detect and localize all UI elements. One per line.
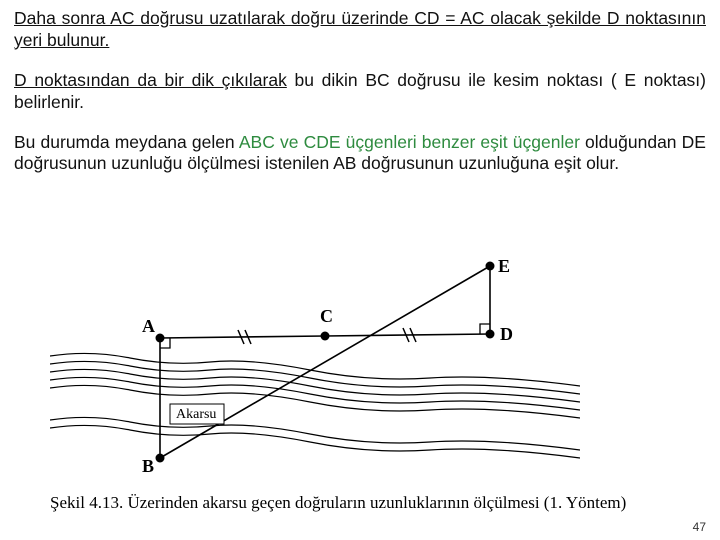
page-number: 47 [693, 520, 706, 534]
point-e-label: E [498, 258, 510, 276]
point-b-label: B [142, 456, 154, 476]
paragraph-3b: ABC ve CDE üçgenleri benzer eşit üçgenle… [239, 132, 580, 152]
point-c-label: C [320, 306, 333, 326]
paragraph-2a: D noktasından da bir dik çıkılarak [14, 70, 287, 90]
river-label: Akarsu [176, 407, 216, 422]
point-a-label: A [142, 316, 155, 336]
point-d-label: D [500, 324, 513, 344]
river-lines [50, 353, 580, 458]
figure-caption: Şekil 4.13. Üzerinden akarsu geçen doğru… [50, 493, 626, 513]
geometry-diagram: A B C D E Akarsu [50, 258, 580, 488]
paragraph-1: Daha sonra AC doğrusu uzatılarak doğru ü… [14, 8, 706, 50]
paragraph-3a: Bu durumda meydana gelen [14, 132, 239, 152]
